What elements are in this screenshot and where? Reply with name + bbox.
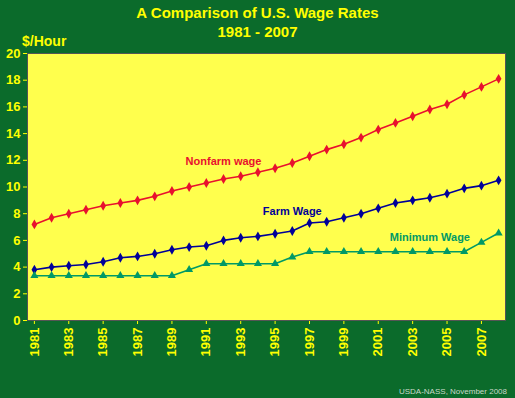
svg-text:14: 14 [6, 126, 21, 141]
svg-text:8: 8 [13, 206, 20, 221]
svg-text:1997: 1997 [302, 328, 317, 357]
svg-text:2005: 2005 [439, 328, 454, 357]
svg-text:1983: 1983 [61, 328, 76, 357]
svg-text:1995: 1995 [267, 328, 282, 357]
svg-text:12: 12 [6, 152, 20, 167]
html-text:1981 - 2007: 1981 - 2007 [217, 23, 298, 40]
html-text:USDA-NASS, November 2008: USDA-NASS, November 2008 [399, 387, 507, 396]
svg-text:10: 10 [6, 179, 20, 194]
svg-text:1993: 1993 [233, 328, 248, 357]
svg-text:Nonfarm wage: Nonfarm wage [186, 155, 262, 167]
svg-text:2003: 2003 [405, 328, 420, 357]
html-text:$/Hour: $/Hour [22, 33, 67, 49]
svg-text:2007: 2007 [474, 328, 489, 357]
svg-text:2001: 2001 [370, 328, 385, 357]
svg-text:Farm Wage: Farm Wage [263, 205, 322, 217]
svg-text:16: 16 [6, 99, 20, 114]
html-text:A Comparison of U.S. Wage Rate: A Comparison of U.S. Wage Rates [136, 4, 379, 21]
svg-text:1981: 1981 [27, 328, 42, 357]
svg-text:4: 4 [13, 259, 21, 274]
svg-text:2: 2 [13, 286, 20, 301]
svg-text:18: 18 [6, 72, 20, 87]
svg-text:1985: 1985 [95, 328, 110, 357]
svg-text:20: 20 [6, 46, 20, 61]
svg-text:6: 6 [13, 233, 20, 248]
svg-text:1991: 1991 [198, 328, 213, 357]
svg-text:1999: 1999 [336, 328, 351, 357]
svg-text:1989: 1989 [164, 328, 179, 357]
svg-text:Minimum Wage: Minimum Wage [390, 231, 470, 243]
svg-text:0: 0 [13, 313, 20, 328]
svg-text:1987: 1987 [130, 328, 145, 357]
